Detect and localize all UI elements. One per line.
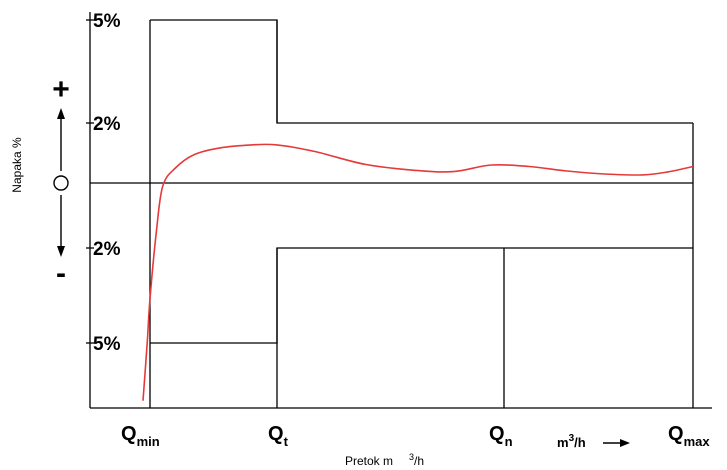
upper-tolerance-limit [150,19,693,124]
down-arrow-head-icon [57,246,65,257]
series-layer [142,143,694,401]
tolerance-envelope [149,19,694,408]
y-axis-title: Napaka % [10,137,24,193]
axes [86,12,712,409]
x-tick-label-qmax: Qmax [668,423,710,449]
x-axis-title: Pretok m 3/h [345,452,424,468]
flow-arrow-head-icon [620,439,630,447]
y-tick-label-2: 2% [93,239,121,260]
up-arrow-head-icon [57,108,65,119]
plus-sign-label: + [52,73,70,106]
x-tick-label-qt: Qt [268,423,289,449]
zero-circle-icon [53,175,69,191]
flow-unit-label: m3/h [557,433,586,450]
labels: 5% 2% 2% 5% + - Napaka % Qmin Qt Qn Qmax m3/h Pretok… [10,11,710,468]
y-tick-label-3: 5% [93,334,121,355]
lower-tolerance-limit [150,247,693,344]
error-curve-series-0 [142,143,694,401]
y-tick-label-0: 5% [93,11,121,32]
minus-sign-label: - [56,257,66,290]
x-tick-label-qmin: Qmin [121,423,160,449]
x-tick-label-qn: Qn [489,423,513,449]
y-tick-label-1: 2% [93,114,121,135]
